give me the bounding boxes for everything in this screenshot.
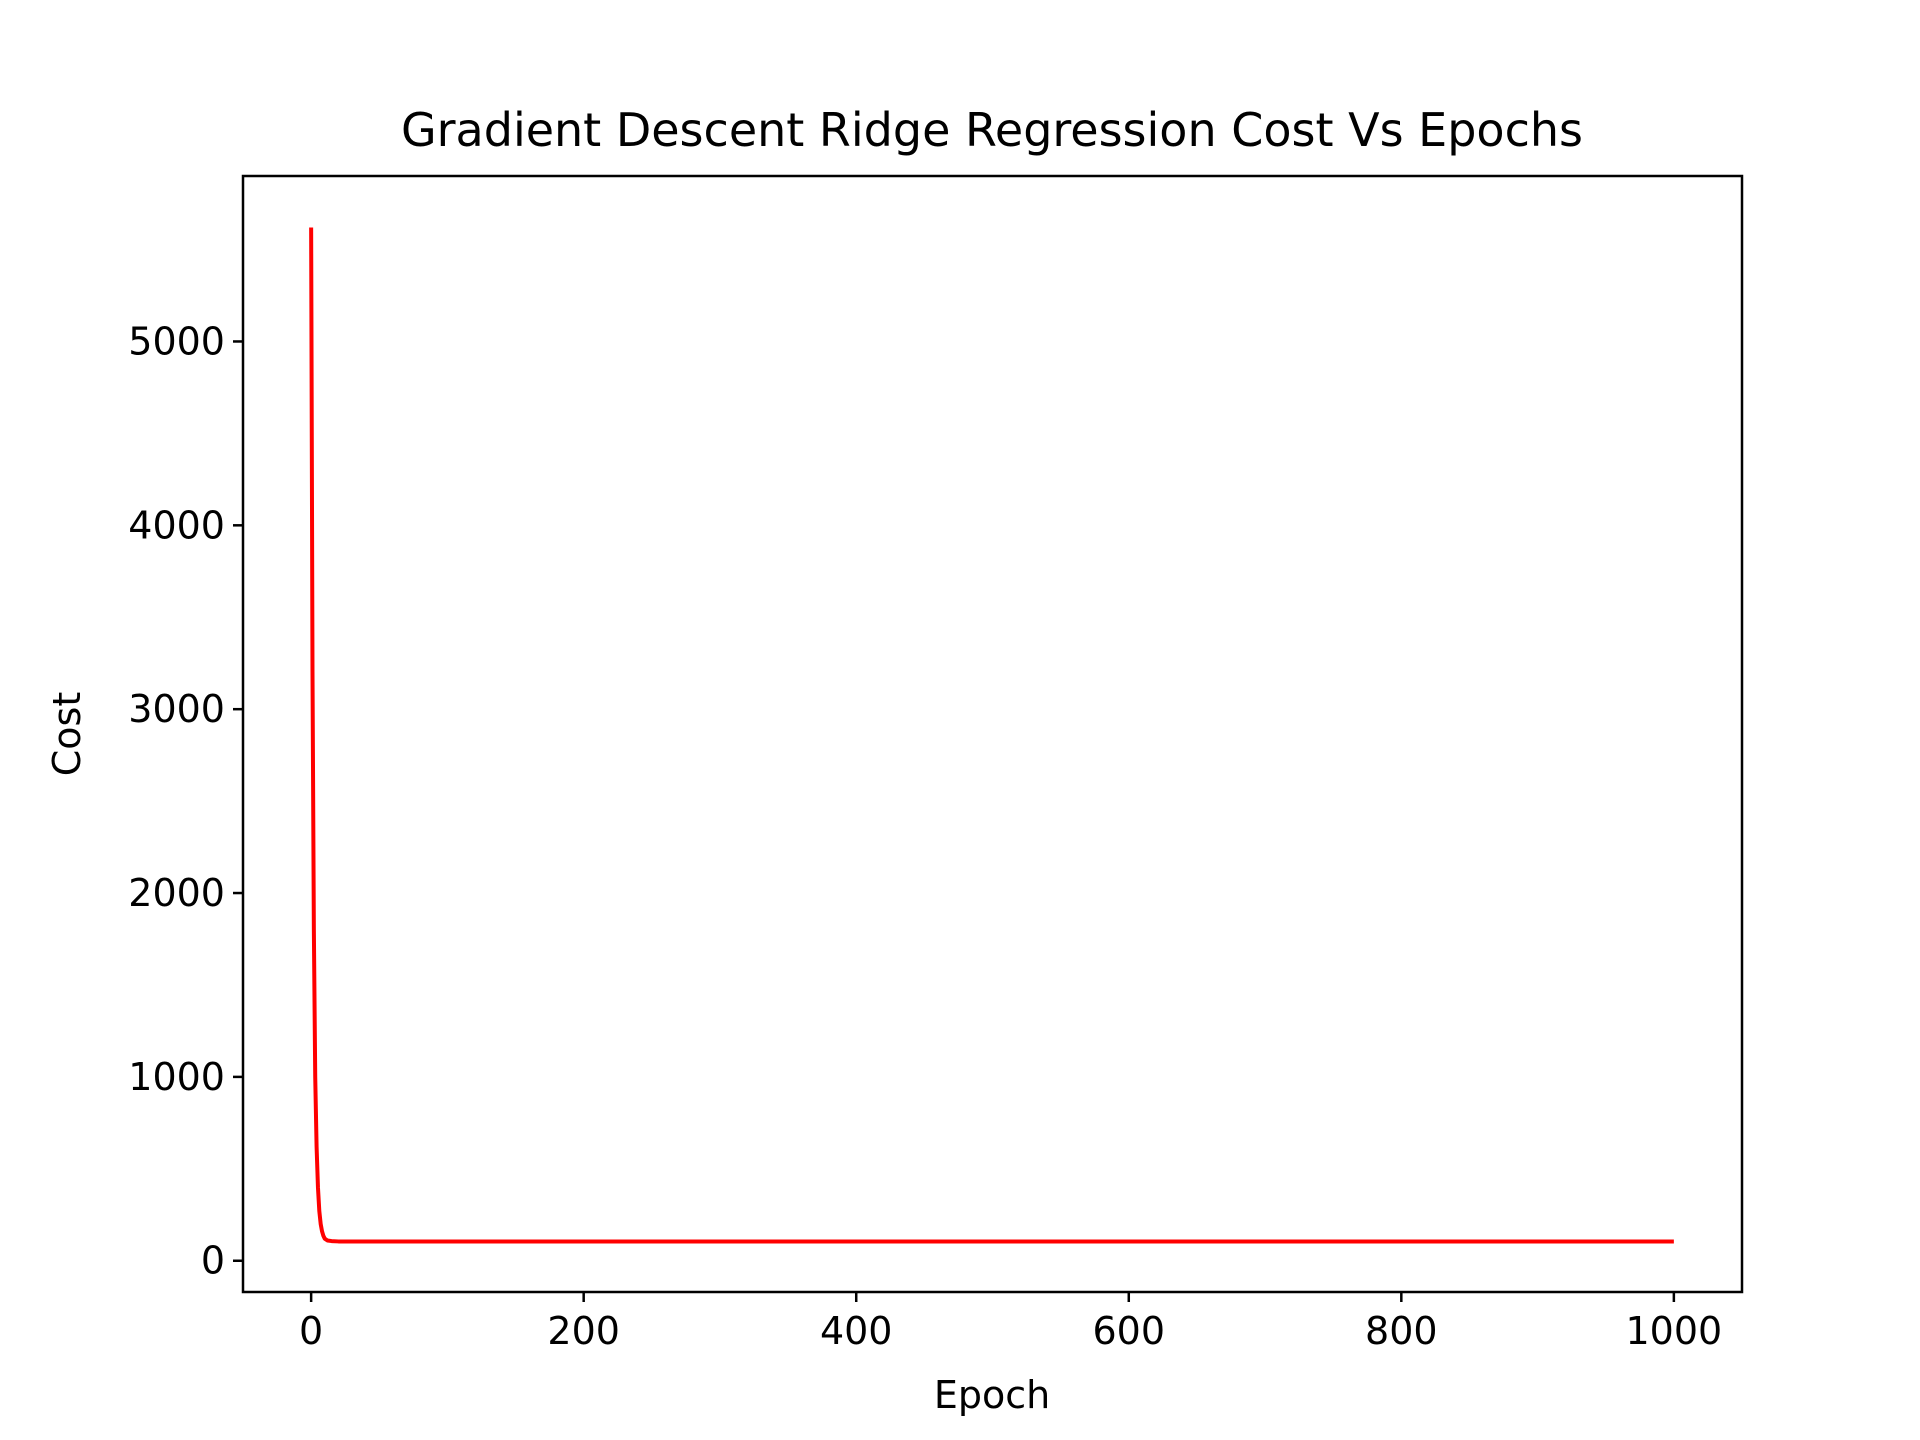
y-tick-label: 3000 <box>128 687 225 731</box>
x-tick-label: 200 <box>547 1309 620 1353</box>
y-tick-label: 4000 <box>128 503 225 547</box>
x-axis: 0 200 400 600 800 1000 <box>299 1292 1722 1353</box>
x-tick-label: 0 <box>299 1309 323 1353</box>
x-tick-label: 800 <box>1365 1309 1438 1353</box>
y-tick-label: 2000 <box>128 871 225 915</box>
x-tick-label: 600 <box>1093 1309 1166 1353</box>
y-tick-label: 5000 <box>128 319 225 363</box>
cost-series-line <box>309 227 1674 1244</box>
plot-area <box>309 227 1674 1244</box>
y-tick-label: 1000 <box>128 1055 225 1099</box>
x-tick-label: 1000 <box>1626 1309 1723 1353</box>
y-tick-label: 0 <box>201 1239 225 1283</box>
y-axis-label: Cost <box>45 692 89 776</box>
x-tick-label: 400 <box>820 1309 893 1353</box>
x-axis-label: Epoch <box>934 1373 1050 1417</box>
y-axis: 0 1000 2000 3000 4000 5000 <box>128 319 243 1283</box>
axes-frame <box>241 174 1744 1294</box>
chart-title: Gradient Descent Ridge Regression Cost V… <box>401 103 1583 157</box>
